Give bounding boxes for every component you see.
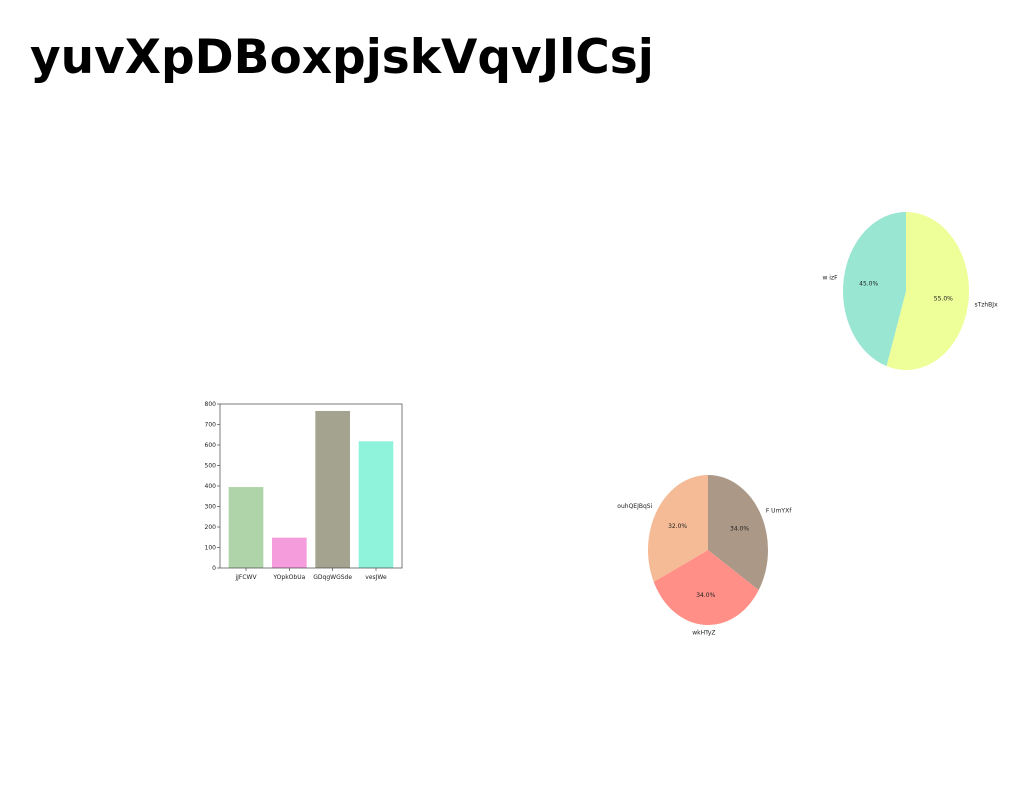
y-tick-label-6: 600 — [205, 442, 217, 449]
y-tick-label-1: 100 — [205, 545, 217, 552]
y-tick-label-3: 300 — [205, 504, 217, 511]
bar-2 — [315, 411, 350, 568]
x-tick-label-1: YOpkObUa — [272, 574, 305, 581]
pie-chart-b: 34.0% F UmYXf 34.0% wkHTyZ 32.0% ouhQEJBqSi — [615, 465, 805, 645]
y-tick-label-8: 800 — [205, 401, 217, 408]
page-title: yuvXpDBoxpjskVqvJlCsj — [30, 30, 654, 85]
pie-pct-label-0-1: 45.0% — [859, 281, 878, 288]
pie-pct-label-1-1: 34.0% — [696, 592, 715, 599]
y-tick-label-5: 500 — [205, 463, 217, 470]
pie-pct-label-0-0: 55.0% — [934, 295, 953, 302]
pie-pct-label-1-2: 32.0% — [668, 523, 687, 530]
pie-category-label-1-1: wkHTyZ — [692, 629, 715, 636]
bar-1 — [272, 538, 307, 568]
x-tick-label-0: jJFCWV — [234, 574, 257, 581]
bar-0 — [229, 487, 264, 568]
y-tick-label-2: 200 — [205, 524, 217, 531]
y-tick-label-0: 0 — [212, 565, 216, 572]
pie-pct-label-1-0: 34.0% — [730, 525, 749, 532]
pie-category-label-1-2: ouhQEJBqSi — [617, 503, 652, 510]
x-tick-label-3: vesJWe — [365, 574, 387, 581]
bar-3 — [359, 441, 394, 568]
y-tick-label-7: 700 — [205, 422, 217, 429]
pie-category-label-0-1: w izF — [822, 274, 838, 281]
pie-category-label-0-0: sTzhBJx — [974, 302, 998, 309]
bar-chart: jJFCWV YOpkObUa GDqgWGSde vesJWe 0 100 200 300 4… — [195, 395, 410, 585]
y-tick-label-4: 400 — [205, 483, 217, 490]
pie-category-label-1-0: F UmYXf — [766, 507, 792, 514]
x-tick-label-2: GDqgWGSde — [313, 574, 352, 581]
pie-chart-a: 55.0% sTzhBJx 45.0% w izF — [810, 200, 1010, 380]
